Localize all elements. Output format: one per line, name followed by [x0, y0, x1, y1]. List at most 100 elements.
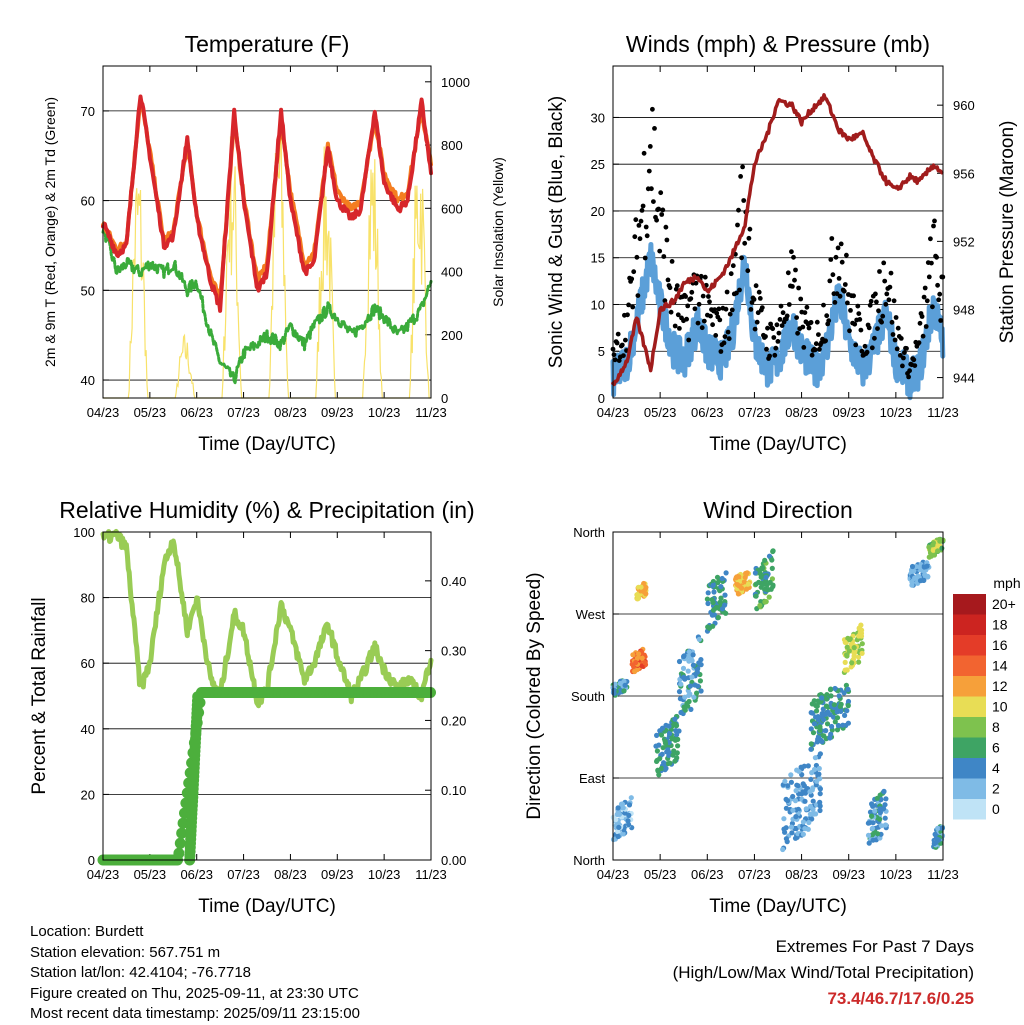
- gust-point: [802, 310, 808, 315]
- direction-point: [783, 796, 789, 803]
- gust-point: [686, 337, 692, 343]
- direction-point: [878, 823, 885, 829]
- gust-point: [880, 313, 886, 319]
- direction-point: [669, 736, 675, 742]
- gust-point: [785, 270, 791, 276]
- gust-point: [919, 314, 925, 319]
- gust-point: [736, 207, 741, 213]
- gust-point: [635, 293, 641, 298]
- gust-point: [630, 304, 636, 310]
- y2-tick-label: 0.30: [441, 644, 466, 659]
- x-tick-label: 10/23: [368, 405, 401, 420]
- gust-point: [748, 307, 754, 312]
- direction-point: [666, 723, 672, 729]
- direction-point: [788, 824, 795, 830]
- direction-point: [835, 722, 842, 729]
- x-tick-label: 07/23: [738, 867, 771, 882]
- direction-point: [869, 832, 876, 838]
- gust-point: [929, 260, 934, 266]
- direction-point: [805, 763, 811, 769]
- direction-point: [846, 637, 853, 643]
- gust-point: [689, 289, 695, 295]
- gust-point: [674, 283, 680, 289]
- temperature-y2label: Solar Insolation (Yellow): [490, 157, 506, 307]
- direction-point: [853, 649, 859, 655]
- extremes-box: Extremes For Past 7 Days (High/Low/Max W…: [673, 934, 974, 1012]
- x-tick-label: 10/23: [880, 867, 913, 882]
- gust-point: [625, 312, 630, 318]
- direction-point: [838, 701, 844, 707]
- gust-point: [718, 349, 724, 354]
- direction-point: [800, 819, 807, 825]
- direction-point: [687, 691, 693, 697]
- gust-point: [844, 252, 849, 258]
- y-tick-label: 60: [81, 656, 95, 671]
- legend-label: 20+: [992, 596, 1016, 612]
- direction-point: [757, 602, 763, 609]
- direction-point: [642, 660, 648, 666]
- direction-point: [705, 600, 711, 607]
- direction-point: [676, 658, 683, 665]
- gust-points: [610, 106, 946, 380]
- direction-point: [803, 806, 809, 812]
- gust-point: [836, 276, 842, 281]
- direction-point: [842, 659, 848, 666]
- gust-point: [668, 309, 674, 315]
- legend-swatch: [953, 655, 986, 676]
- gust-point: [824, 313, 830, 319]
- x-tick-label: 08/23: [274, 405, 307, 420]
- gust-point: [869, 345, 875, 351]
- direction-point: [925, 573, 931, 579]
- direction-point: [661, 760, 667, 766]
- direction-point: [698, 688, 704, 694]
- gust-point: [712, 307, 717, 313]
- y-tick-label: 60: [81, 194, 95, 209]
- x-tick-label: 10/23: [368, 867, 401, 882]
- gust-point: [675, 312, 681, 318]
- gust-point: [740, 164, 745, 170]
- direction-point: [626, 822, 632, 828]
- gust-point: [920, 333, 926, 339]
- y-tick-label: North: [573, 853, 605, 868]
- direction-point: [808, 746, 814, 752]
- gust-point: [796, 285, 801, 291]
- direction-point: [736, 583, 742, 589]
- direction-point: [806, 819, 812, 826]
- gust-point: [768, 321, 773, 327]
- station-info: Location: Burdett Station elevation: 567…: [30, 922, 360, 1025]
- gust-point: [809, 352, 815, 358]
- temperature-xlabel: Time (Day/UTC): [198, 434, 336, 455]
- gust-point: [877, 269, 882, 274]
- direction-point: [869, 801, 875, 807]
- y-tick-label: North: [573, 525, 605, 540]
- direction-point: [758, 580, 764, 586]
- gust-point: [688, 296, 694, 301]
- x-tick-label: 07/23: [227, 405, 260, 420]
- direction-point: [611, 687, 617, 693]
- y2-tick-label: 800: [441, 138, 463, 153]
- gust-point: [894, 346, 900, 352]
- gust-point: [672, 323, 678, 329]
- direction-point: [784, 839, 790, 845]
- gust-point: [907, 368, 912, 374]
- direction-point: [824, 721, 831, 727]
- direction-point: [823, 703, 830, 709]
- direction-point: [874, 795, 880, 801]
- gust-point: [786, 302, 792, 307]
- gust-point: [636, 223, 642, 228]
- legend-swatch: [953, 696, 986, 717]
- extremes-values: 73.4/46.7/17.6/0.25: [827, 989, 974, 1008]
- gust-point: [654, 217, 659, 223]
- gust-point: [793, 267, 798, 273]
- gust-point: [771, 335, 777, 340]
- gust-point: [706, 294, 711, 299]
- direction-point: [932, 831, 938, 837]
- direction-point: [621, 688, 627, 694]
- gust-point: [798, 296, 804, 302]
- direction-point: [819, 695, 825, 701]
- gust-point: [650, 106, 655, 112]
- gust-point: [644, 233, 650, 239]
- direction-point: [688, 706, 694, 713]
- humidity-xlabel: Time (Day/UTC): [198, 896, 336, 917]
- direction-point: [800, 831, 807, 837]
